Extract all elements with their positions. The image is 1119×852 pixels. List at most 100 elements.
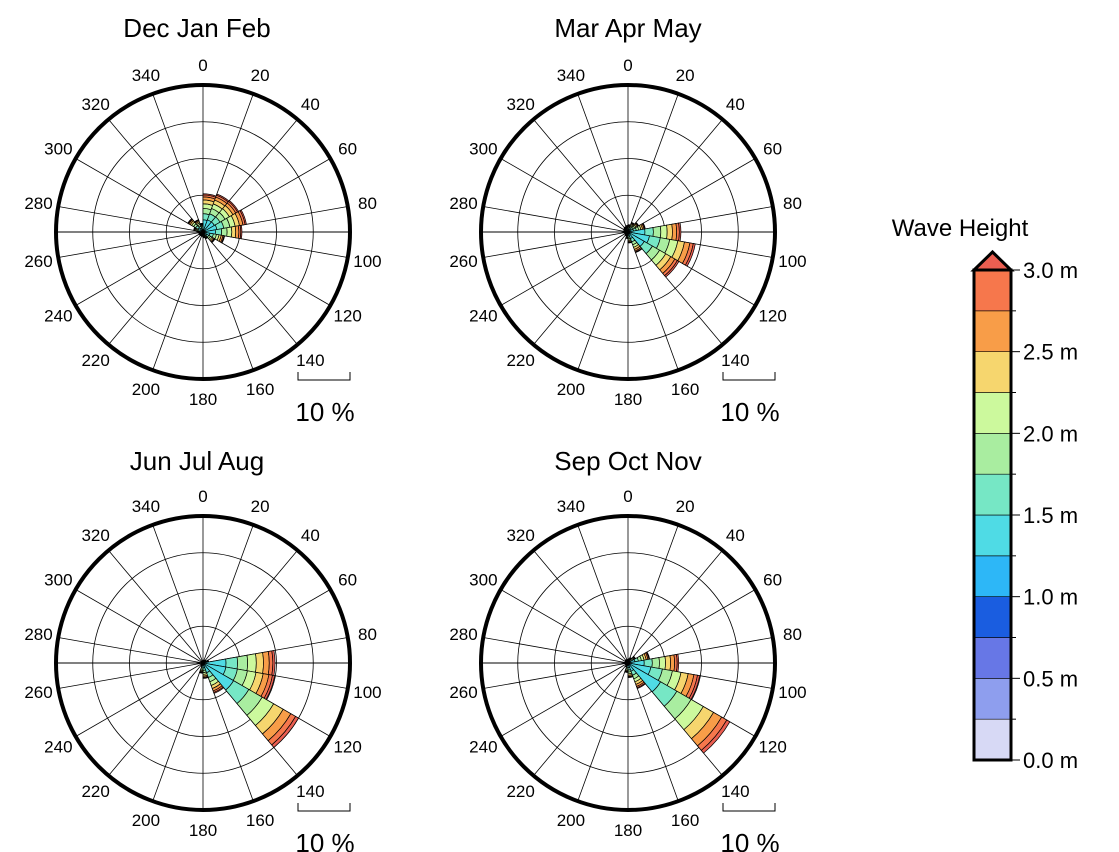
outer-circle	[479, 514, 777, 812]
sector-band	[194, 219, 200, 223]
sector-wedge	[202, 193, 230, 233]
colorbar-segment	[973, 433, 1012, 475]
grid-spoke	[202, 524, 254, 664]
direction-label: 0	[623, 487, 632, 506]
colorbar-extend-triangle	[970, 249, 1015, 272]
sector-band	[199, 671, 204, 674]
scale-label: 10 %	[295, 828, 354, 852]
scale-bar-line	[297, 803, 351, 812]
sector-wedge	[625, 225, 629, 233]
sector-band	[239, 224, 243, 240]
direction-label: 240	[44, 738, 72, 757]
direction-label: 120	[758, 738, 786, 757]
colorbar-segment	[973, 596, 1012, 638]
scale-label: 10 %	[720, 828, 779, 852]
sector-wedge	[624, 662, 629, 673]
sector-band	[200, 665, 203, 667]
sector-wedge	[627, 662, 634, 679]
grid-spoke	[500, 589, 629, 664]
direction-label: 100	[353, 683, 381, 702]
sector-wedge	[627, 662, 646, 690]
direction-label: 200	[132, 380, 160, 399]
outer-circle	[54, 83, 352, 381]
sector-wedge	[202, 199, 240, 233]
direction-label: 180	[614, 390, 642, 409]
direction-label: 120	[333, 307, 361, 326]
colorbar-segment	[973, 310, 1012, 352]
scale-bar-line	[297, 372, 351, 381]
direction-label: 140	[721, 351, 749, 370]
direction-label: 60	[763, 571, 782, 590]
direction-label: 320	[81, 526, 109, 545]
grid-spoke	[58, 231, 204, 258]
grid-spoke	[75, 158, 204, 233]
sector-wedge	[627, 662, 701, 700]
grid-spoke	[533, 119, 629, 233]
grid-spoke	[627, 550, 723, 664]
grid-spoke	[577, 231, 629, 371]
sector-band	[659, 224, 668, 240]
direction-label: 220	[81, 351, 109, 370]
direction-label: 160	[671, 380, 699, 399]
grid-spoke	[75, 589, 204, 664]
grid-spoke	[533, 231, 629, 345]
panel-title: Mar Apr May	[554, 13, 701, 43]
colorbar-tick-label: 0.5 m	[1023, 666, 1078, 691]
colorbar-segment	[973, 392, 1012, 434]
colorbar-segment	[973, 473, 1012, 516]
scale-bar-line	[722, 372, 776, 381]
sector-wedge	[202, 662, 276, 700]
direction-label: 240	[469, 307, 497, 326]
sector-band	[255, 652, 264, 674]
direction-label: 120	[758, 307, 786, 326]
colorbar-segment	[973, 514, 1012, 557]
grid-spoke	[627, 119, 723, 233]
direction-label: 280	[449, 625, 477, 644]
panel-title: Jun Jul Aug	[130, 446, 264, 476]
sector-band	[226, 226, 233, 238]
direction-label: 320	[506, 526, 534, 545]
direction-label: 200	[132, 811, 160, 830]
direction-label: 180	[189, 390, 217, 409]
direction-label: 240	[44, 307, 72, 326]
sector-wedge	[626, 658, 629, 664]
direction-label: 60	[338, 140, 357, 159]
scale-bar: 10 %	[720, 803, 780, 852]
panel-title: Dec Jan Feb	[123, 13, 270, 43]
grid-spoke	[152, 524, 204, 664]
direction-label: 140	[296, 782, 324, 801]
colorbar-tick-label: 0.0 m	[1023, 748, 1078, 773]
direction-label: 300	[44, 571, 72, 590]
direction-label: 0	[198, 487, 207, 506]
grid-spoke	[577, 524, 629, 664]
outer-circle	[479, 83, 777, 381]
sector-band	[669, 654, 676, 672]
direction-label: 160	[246, 380, 274, 399]
sector-band	[634, 247, 643, 254]
grid-spoke	[152, 662, 204, 802]
sector-band	[625, 225, 629, 227]
wave-rose-panel: Mar Apr May 0 20 40 60 80 100 120 140 160 180 200 22…	[449, 13, 806, 427]
direction-label: 100	[353, 252, 381, 271]
direction-label: 340	[557, 66, 585, 85]
direction-label: 80	[358, 194, 377, 213]
direction-label: 200	[557, 811, 585, 830]
sector-wedge	[202, 224, 243, 240]
sector-band	[204, 236, 209, 240]
scale-bar-line	[722, 803, 776, 812]
sector-band	[213, 686, 225, 694]
direction-label: 280	[24, 625, 52, 644]
wave-rose-panel: Jun Jul Aug 0 20 40 60 80 100 120 140 160 180 200 22…	[24, 446, 381, 852]
direction-label: 260	[449, 683, 477, 702]
grid-spoke	[202, 550, 298, 664]
colorbar-title: Wave Height	[892, 215, 1029, 242]
sector-wedge	[202, 650, 276, 676]
sector-band	[221, 235, 226, 244]
colorbar-tick-label: 2.5 m	[1023, 340, 1078, 365]
sector-band	[671, 223, 678, 241]
sector-band	[239, 209, 247, 225]
direction-label: 180	[189, 821, 217, 840]
grid-spoke	[533, 662, 629, 776]
grid-spoke	[202, 231, 331, 306]
grid-spoke	[58, 662, 204, 689]
